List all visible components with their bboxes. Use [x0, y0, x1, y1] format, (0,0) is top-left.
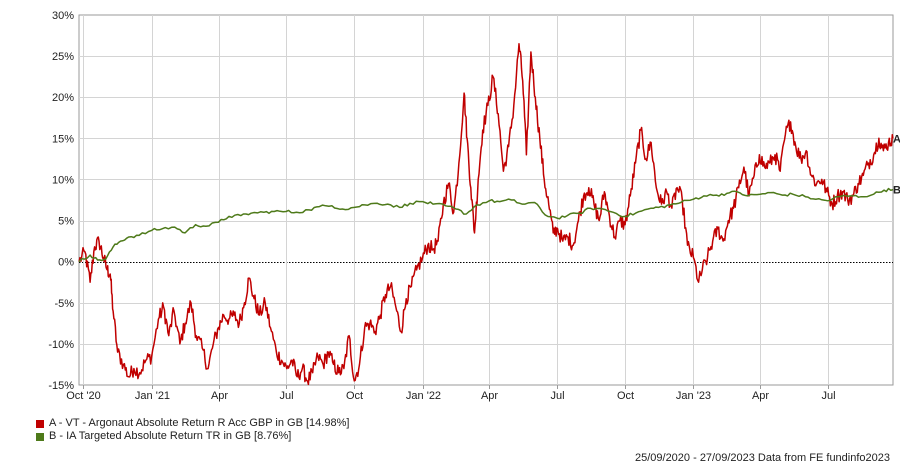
x-tick-label: Jul	[550, 390, 564, 402]
y-tick-label: -15%	[48, 380, 74, 392]
y-tick-label: 10%	[52, 174, 74, 186]
legend-swatch-a	[36, 419, 44, 428]
x-axis: Oct '20 Jan '21 Apr Jul Oct Jan '22 Apr Jul Oct J…	[66, 385, 836, 402]
x-tick-label: Jan '23	[676, 390, 711, 402]
y-tick-label: 5%	[58, 216, 74, 228]
y-tick-label: -5%	[54, 298, 74, 310]
x-tick-label: Jul	[821, 390, 835, 402]
x-tick-label: Jan '22	[406, 390, 441, 402]
x-tick-label: Apr	[481, 390, 498, 402]
legend-label-a: A - VT - Argonaut Absolute Return R Acc …	[49, 417, 350, 429]
grid-lines	[78, 14, 894, 386]
y-tick-label: 30%	[52, 10, 74, 22]
x-tick-label: Oct	[617, 390, 634, 402]
legend-entry-a: A - VT - Argonaut Absolute Return R Acc …	[36, 417, 349, 430]
x-tick-label: Oct	[346, 390, 363, 402]
series-line-a	[78, 43, 894, 386]
legend-label-b: B - IA Targeted Absolute Return TR in GB…	[49, 430, 292, 442]
legend-swatch-b	[36, 432, 44, 441]
series-lines	[78, 43, 894, 386]
legend: A - VT - Argonaut Absolute Return R Acc …	[36, 417, 349, 443]
x-tick-label: Apr	[211, 390, 228, 402]
footer-date-source: 25/09/2020 - 27/09/2023 Data from FE fun…	[634, 452, 890, 464]
x-tick-label: Oct '20	[66, 390, 101, 402]
y-tick-label: 0%	[58, 257, 74, 269]
x-tick-label: Jan '21	[135, 390, 170, 402]
legend-entry-b: B - IA Targeted Absolute Return TR in GB…	[36, 430, 349, 443]
y-axis: -15% -10% -5% 0% 5% 10% 15% 20% 25% 30%	[48, 10, 74, 392]
series-end-labels: AB	[893, 133, 900, 196]
x-tick-label: Apr	[752, 390, 769, 402]
series-line-b	[78, 187, 894, 263]
series-end-label-b: B	[893, 185, 900, 197]
y-tick-label: 25%	[52, 51, 74, 63]
plot-frame	[78, 14, 894, 386]
series-end-label-a: A	[893, 133, 900, 145]
y-tick-label: 20%	[52, 92, 74, 104]
y-tick-label: 15%	[52, 133, 74, 145]
x-tick-label: Jul	[279, 390, 293, 402]
y-tick-label: -10%	[48, 339, 74, 351]
